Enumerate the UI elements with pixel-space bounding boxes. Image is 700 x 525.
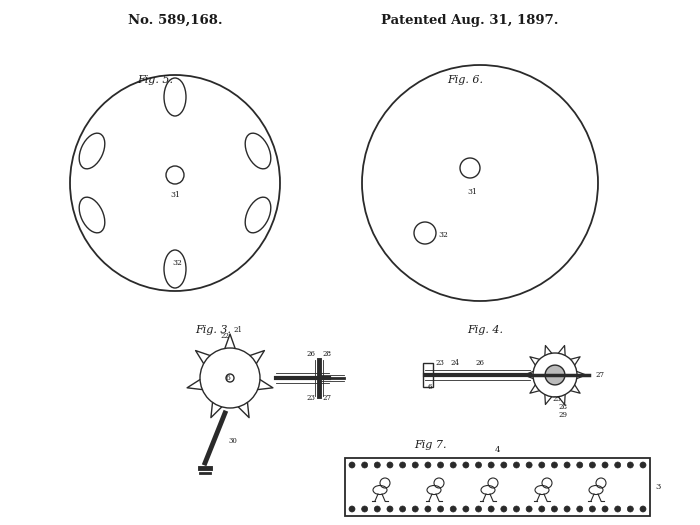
Text: Fig. 3.: Fig. 3. xyxy=(195,325,231,335)
Circle shape xyxy=(349,462,355,468)
Circle shape xyxy=(500,462,507,468)
Circle shape xyxy=(475,462,482,468)
Text: 24: 24 xyxy=(451,359,459,367)
Circle shape xyxy=(577,462,582,468)
Text: 30: 30 xyxy=(229,437,237,445)
Circle shape xyxy=(564,506,570,512)
Circle shape xyxy=(425,506,431,512)
Circle shape xyxy=(602,506,608,512)
Text: 28: 28 xyxy=(323,350,332,358)
Text: Fig. 6.: Fig. 6. xyxy=(447,75,483,85)
Circle shape xyxy=(400,506,405,512)
Circle shape xyxy=(526,506,532,512)
Text: 3: 3 xyxy=(655,483,660,491)
Circle shape xyxy=(412,506,419,512)
Text: 26: 26 xyxy=(475,359,484,367)
Circle shape xyxy=(412,462,419,468)
Circle shape xyxy=(374,462,380,468)
Text: 28: 28 xyxy=(559,403,568,411)
Circle shape xyxy=(463,506,469,512)
Text: 31: 31 xyxy=(467,188,477,196)
Text: 4: 4 xyxy=(495,446,500,454)
Circle shape xyxy=(374,506,380,512)
Text: 27: 27 xyxy=(323,394,332,402)
Circle shape xyxy=(552,506,557,512)
Circle shape xyxy=(615,506,621,512)
Text: 27: 27 xyxy=(595,371,604,379)
Text: Patented Aug. 31, 1897.: Patented Aug. 31, 1897. xyxy=(382,14,559,27)
Circle shape xyxy=(463,462,469,468)
Circle shape xyxy=(615,462,621,468)
Circle shape xyxy=(488,506,494,512)
Circle shape xyxy=(362,462,368,468)
Bar xyxy=(345,458,650,516)
Text: 22: 22 xyxy=(220,332,230,340)
Circle shape xyxy=(627,506,634,512)
Text: 21: 21 xyxy=(234,326,242,334)
Circle shape xyxy=(438,506,444,512)
Circle shape xyxy=(450,506,456,512)
Circle shape xyxy=(640,462,646,468)
Circle shape xyxy=(514,462,519,468)
Circle shape xyxy=(640,506,646,512)
Bar xyxy=(423,363,433,387)
Circle shape xyxy=(539,506,545,512)
Circle shape xyxy=(387,462,393,468)
Circle shape xyxy=(500,506,507,512)
Circle shape xyxy=(488,462,494,468)
Circle shape xyxy=(545,365,565,385)
Circle shape xyxy=(438,462,444,468)
Circle shape xyxy=(450,462,456,468)
Circle shape xyxy=(602,462,608,468)
Circle shape xyxy=(564,462,570,468)
Text: 32: 32 xyxy=(438,231,448,239)
Circle shape xyxy=(475,506,482,512)
Text: Fig. 5.: Fig. 5. xyxy=(137,75,173,85)
Circle shape xyxy=(627,462,634,468)
Text: 6: 6 xyxy=(428,383,433,391)
Text: 26: 26 xyxy=(307,350,316,358)
Circle shape xyxy=(589,506,596,512)
Circle shape xyxy=(539,462,545,468)
Circle shape xyxy=(362,506,368,512)
Circle shape xyxy=(577,506,582,512)
Circle shape xyxy=(425,462,431,468)
Circle shape xyxy=(526,462,532,468)
Text: Fig. 4.: Fig. 4. xyxy=(467,325,503,335)
Circle shape xyxy=(589,462,596,468)
Text: 29: 29 xyxy=(559,411,568,419)
Circle shape xyxy=(552,462,557,468)
Circle shape xyxy=(349,506,355,512)
Text: No. 589,168.: No. 589,168. xyxy=(127,14,223,27)
Circle shape xyxy=(400,462,405,468)
Text: 32: 32 xyxy=(172,259,182,267)
Circle shape xyxy=(387,506,393,512)
Circle shape xyxy=(514,506,519,512)
Text: 23: 23 xyxy=(435,359,444,367)
Text: 25: 25 xyxy=(552,395,561,403)
Text: 23: 23 xyxy=(307,394,316,402)
Text: 6: 6 xyxy=(225,374,230,382)
Text: Fig 7.: Fig 7. xyxy=(414,440,447,450)
Text: 31: 31 xyxy=(170,191,180,199)
